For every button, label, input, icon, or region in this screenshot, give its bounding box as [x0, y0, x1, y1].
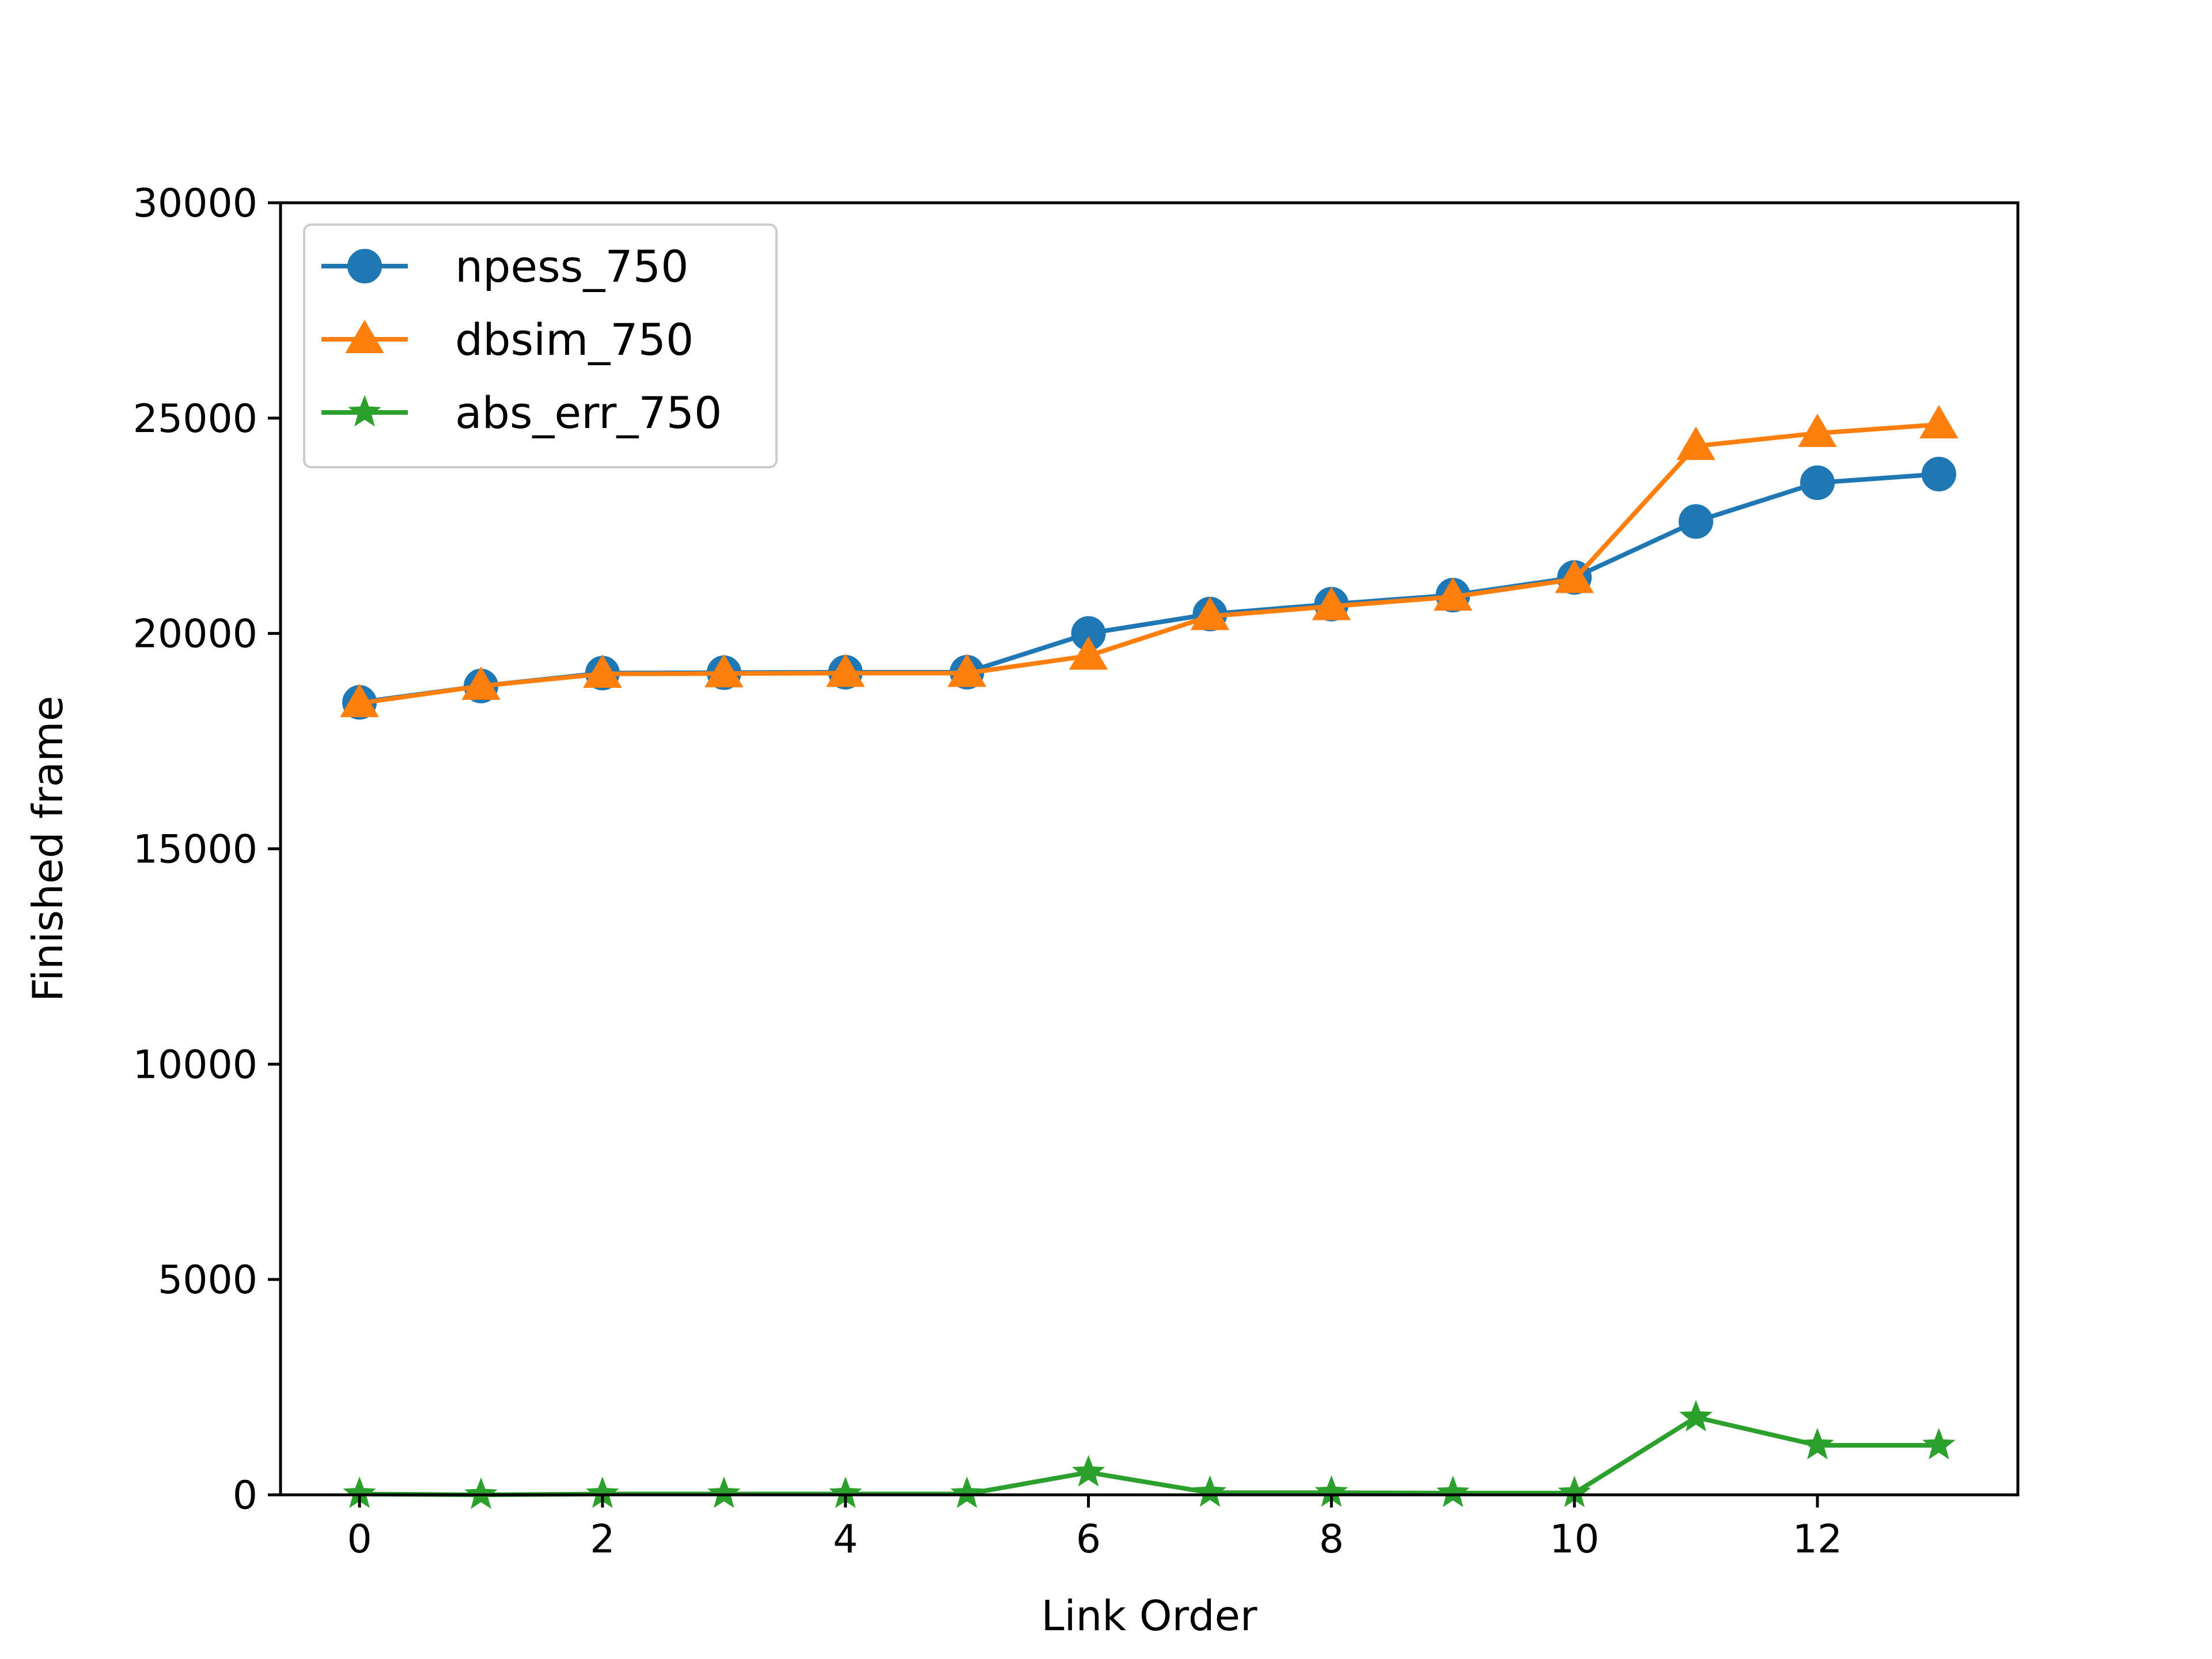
data-point	[1800, 465, 1835, 500]
x-tick-label: 4	[833, 1517, 858, 1562]
data-point	[1071, 1455, 1105, 1487]
x-tick-label: 12	[1793, 1517, 1843, 1562]
legend-label: abs_err_750	[455, 387, 722, 438]
data-point	[1436, 1475, 1470, 1508]
legend-marker	[347, 249, 382, 283]
data-point	[583, 654, 622, 688]
legend: npess_750 dbsim_750 abs_err_750	[303, 224, 778, 468]
x-tick-label: 8	[1319, 1517, 1344, 1562]
axis-ticks: 0 2 4 6 8 10 12 0 5000 10000 15000 20000 25000 30000	[133, 181, 1843, 1562]
legend-item: npess_750	[321, 241, 688, 292]
x-tick-label: 2	[590, 1517, 615, 1562]
y-tick-label: 30000	[133, 181, 257, 226]
data-point	[1679, 1400, 1713, 1431]
x-tick-label: 6	[1076, 1517, 1101, 1562]
chart-marks	[340, 405, 1959, 1509]
data-point	[461, 666, 501, 700]
data-point	[1919, 405, 1959, 439]
data-point	[1922, 1427, 1956, 1460]
y-tick-label: 25000	[133, 396, 257, 442]
data-point	[1801, 1427, 1834, 1460]
data-point	[1921, 457, 1956, 492]
data-point	[1069, 636, 1108, 670]
data-point	[1679, 504, 1714, 539]
legend-item: dbsim_750	[321, 314, 694, 365]
y-tick-label: 0	[233, 1473, 257, 1518]
legend-box	[303, 224, 778, 468]
series-npess_750	[342, 457, 1956, 720]
data-point	[1193, 1475, 1227, 1507]
data-point	[1555, 559, 1594, 593]
y-tick-label: 10000	[133, 1042, 257, 1088]
data-point	[704, 654, 744, 688]
data-point	[1798, 414, 1837, 448]
data-point	[950, 1476, 984, 1508]
y-tick-label: 15000	[133, 827, 257, 873]
data-point	[707, 1476, 741, 1508]
data-point	[1676, 426, 1715, 460]
series-line	[357, 422, 1942, 706]
legend-label: npess_750	[455, 241, 688, 292]
data-point	[1433, 577, 1473, 611]
y-tick-label: 20000	[133, 612, 257, 657]
series-dbsim_750	[340, 405, 1959, 717]
series-line	[357, 1415, 1941, 1497]
legend-item: abs_err_750	[321, 387, 722, 438]
x-tick-label: 0	[347, 1517, 372, 1562]
x-tick-label: 10	[1550, 1517, 1600, 1562]
legend-marker	[345, 320, 384, 354]
data-point	[1190, 596, 1230, 630]
data-point	[340, 683, 379, 717]
legend-marker	[348, 395, 381, 427]
data-point	[1312, 586, 1351, 620]
data-point	[825, 653, 865, 687]
y-axis-label: Finished frame	[24, 696, 72, 1002]
legend-label: dbsim_750	[455, 314, 694, 365]
data-point	[947, 653, 987, 687]
series-abs_err_750	[343, 1400, 1956, 1509]
x-axis-label: Link Order	[1041, 1592, 1257, 1640]
y-tick-label: 5000	[158, 1257, 257, 1303]
